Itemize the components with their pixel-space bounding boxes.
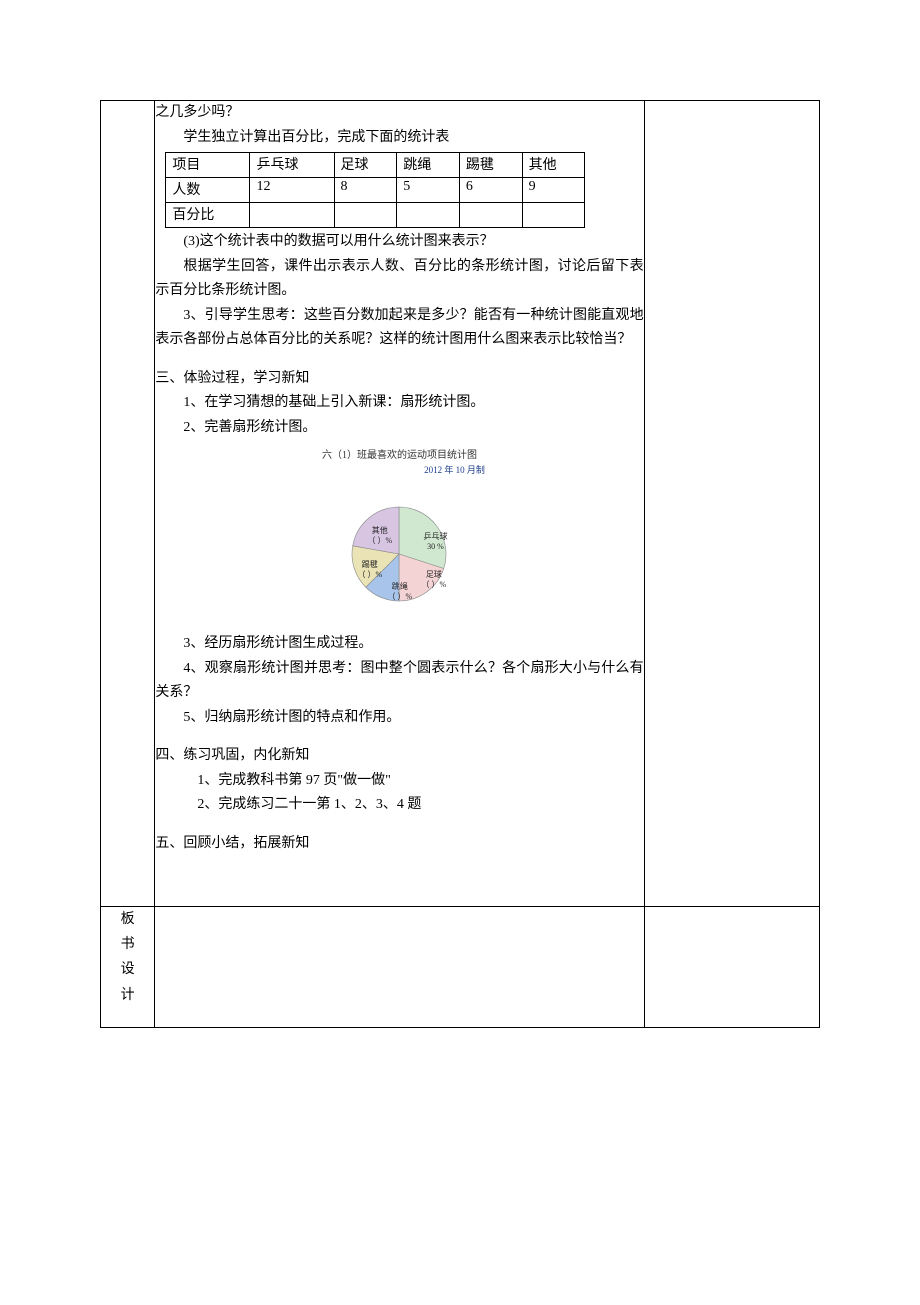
pct-label: 百分比 <box>166 203 250 228</box>
pct-1 <box>334 203 397 228</box>
row2-right-empty <box>644 907 819 1028</box>
hdr-2: 足球 <box>334 153 397 178</box>
board-l4: 计 <box>101 983 154 1008</box>
table-caption: 学生独立计算出百分比，完成下面的统计表 <box>155 126 643 151</box>
row1-left-empty <box>101 101 155 907</box>
sec3-2: 2、完善扇形统计图。 <box>155 416 643 441</box>
header-row: 项目 乒乓球 足球 跳绳 踢毽 其他 <box>166 153 585 178</box>
board-design-label-cell: 板 书 设 计 <box>101 907 155 1028</box>
percent-row: 百分比 <box>166 203 585 228</box>
cnt-3: 6 <box>459 178 522 203</box>
pie-chart: 乒乓球30 % 足球（ ）% 跳绳（ ）% 踢毽（ ）% 其他（ ）% <box>329 482 469 622</box>
sec4-title: 四、练习巩固，内化新知 <box>155 744 643 769</box>
intro-question: 之几多少吗？ <box>155 101 643 126</box>
pie-slice-label: 乒乓球30 % <box>423 532 447 551</box>
count-row: 人数 12 8 5 6 9 <box>166 178 585 203</box>
board-l3: 设 <box>101 957 154 982</box>
pie-slice-label: 跳绳（ ）% <box>387 582 412 601</box>
row1-right-empty <box>644 101 819 907</box>
pct-4 <box>522 203 585 228</box>
hdr-4: 踢毽 <box>459 153 522 178</box>
sec3-5: 5、归纳扇形统计图的特点和作用。 <box>155 706 643 731</box>
pie-title: 六（1）班最喜欢的运动项目统计图 <box>155 446 643 461</box>
pie-chart-block: 六（1）班最喜欢的运动项目统计图 2012 年 10 月制 乒乓球30 % 足球（… <box>155 446 643 622</box>
board-design-content <box>155 907 644 1028</box>
pie-slice-label: 其他（ ）% <box>367 526 392 545</box>
pct-3 <box>459 203 522 228</box>
board-l1: 板 <box>101 907 154 932</box>
main-content-cell: 之几多少吗？ 学生独立计算出百分比，完成下面的统计表 项目 乒乓球 足球 跳绳 … <box>155 101 644 907</box>
pct-2 <box>397 203 460 228</box>
sports-data-table: 项目 乒乓球 足球 跳绳 踢毽 其他 人数 12 8 5 6 9 <box>165 152 585 228</box>
pie-slice-label: 踢毽（ ）% <box>357 560 382 579</box>
hdr-0: 项目 <box>166 153 250 178</box>
sec3-4: 4、观察扇形统计图并思考：图中整个圆表示什么？各个扇形大小与什么有关系？ <box>155 657 643 706</box>
count-label: 人数 <box>166 178 250 203</box>
sec3-title: 三、体验过程，学习新知 <box>155 367 643 392</box>
cnt-2: 5 <box>397 178 460 203</box>
cnt-4: 9 <box>522 178 585 203</box>
pct-0 <box>250 203 334 228</box>
hdr-3: 跳绳 <box>397 153 460 178</box>
sec3-1: 1、在学习猜想的基础上引入新课：扇形统计图。 <box>155 391 643 416</box>
sec5-title: 五、回顾小结，拓展新知 <box>155 832 643 857</box>
board-l2: 书 <box>101 932 154 957</box>
q3: (3)这个统计表中的数据可以用什么统计图来表示？ <box>155 230 643 255</box>
sec3-3: 3、经历扇形统计图生成过程。 <box>155 632 643 657</box>
sec4-2: 2、完成练习二十一第 1、2、3、4 题 <box>155 793 643 818</box>
hdr-1: 乒乓球 <box>250 153 334 178</box>
cnt-1: 8 <box>334 178 397 203</box>
cnt-0: 12 <box>250 178 334 203</box>
q3-explain: 根据学生回答，课件出示表示人数、百分比的条形统计图，讨论后留下表示百分比条形统计… <box>155 255 643 304</box>
lesson-plan-table: 之几多少吗？ 学生独立计算出百分比，完成下面的统计表 项目 乒乓球 足球 跳绳 … <box>100 100 820 1028</box>
pie-subtitle: 2012 年 10 月制 <box>155 463 643 476</box>
sec4-1: 1、完成教科书第 97 页"做一做" <box>155 769 643 794</box>
p3a: 3、引导学生思考：这些百分数加起来是多少？能否有一种统计图能直观地表示各部份占总… <box>155 304 643 353</box>
pie-slice-label: 足球（ ）% <box>421 570 446 589</box>
hdr-5: 其他 <box>522 153 585 178</box>
